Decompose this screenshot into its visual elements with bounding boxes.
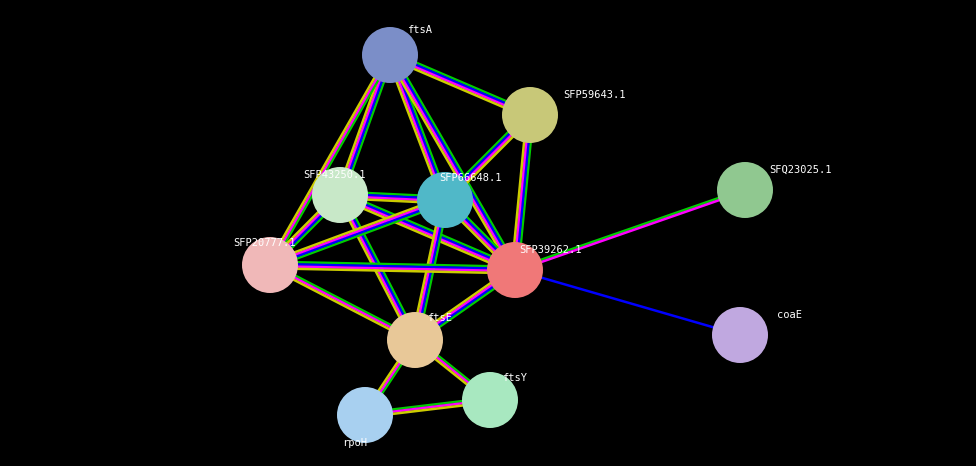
- Text: ftsA: ftsA: [408, 25, 432, 35]
- Circle shape: [242, 237, 298, 293]
- Circle shape: [717, 162, 773, 218]
- Text: coaE: coaE: [778, 310, 802, 320]
- Text: ftsY: ftsY: [503, 373, 527, 383]
- Circle shape: [462, 372, 518, 428]
- Text: SFP39262.1: SFP39262.1: [519, 245, 582, 255]
- Text: ftsE: ftsE: [427, 313, 453, 323]
- Circle shape: [487, 242, 543, 298]
- Text: SFP43250.1: SFP43250.1: [304, 170, 366, 180]
- Circle shape: [417, 172, 473, 228]
- Circle shape: [312, 167, 368, 223]
- Circle shape: [362, 27, 418, 83]
- Text: SFP66648.1: SFP66648.1: [439, 173, 502, 183]
- Text: rpoH: rpoH: [343, 438, 368, 448]
- Circle shape: [337, 387, 393, 443]
- Text: SFP59643.1: SFP59643.1: [564, 90, 627, 100]
- Text: SFP20777.1: SFP20777.1: [233, 238, 297, 248]
- Text: SFQ23025.1: SFQ23025.1: [769, 165, 832, 175]
- Circle shape: [502, 87, 558, 143]
- Circle shape: [712, 307, 768, 363]
- Circle shape: [387, 312, 443, 368]
